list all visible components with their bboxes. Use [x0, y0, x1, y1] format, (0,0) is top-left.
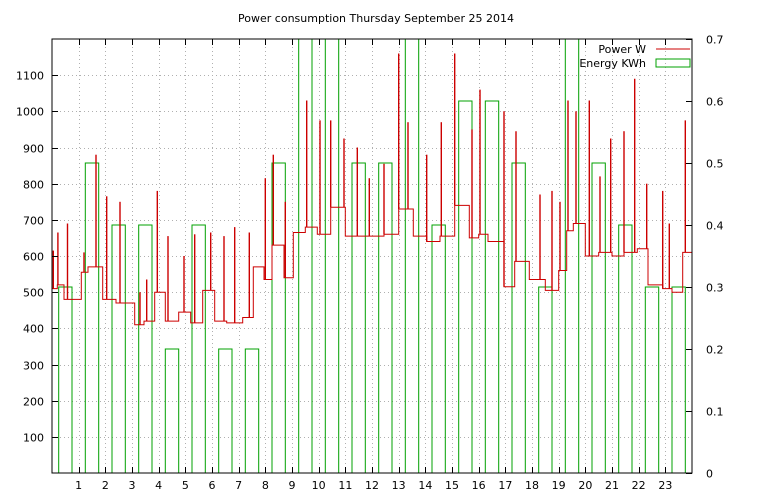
x-tick-label: 3	[129, 479, 136, 492]
x-tick-label: 19	[552, 479, 566, 492]
power-series	[52, 53, 692, 326]
y-tick-label-right: 0.4	[706, 220, 724, 233]
legend-label-power: Power W	[598, 43, 646, 56]
energy-bar	[351, 162, 366, 473]
energy-bar	[591, 162, 606, 473]
y-tick-label-left: 200	[23, 396, 44, 409]
legend: Power W Energy KWh	[579, 43, 691, 70]
x-tick-label: 16	[472, 479, 486, 492]
energy-bar	[538, 286, 553, 473]
energy-bar	[431, 224, 446, 473]
x-tick-label: 8	[262, 479, 269, 492]
x-tick-label: 17	[498, 479, 512, 492]
energy-bar	[618, 224, 633, 473]
energy-bar	[58, 286, 73, 473]
energy-bar	[111, 224, 126, 473]
right-axis-labels: 0 0.1 0.2 0.3 0.4 0.5 0.6 0.7	[706, 34, 724, 481]
x-tick-label: 21	[605, 479, 619, 492]
energy-bars	[58, 38, 686, 473]
x-tick-label: 4	[155, 479, 162, 492]
x-tick-label: 22	[632, 479, 646, 492]
x-tick-label: 18	[525, 479, 539, 492]
y-tick-label-left: 900	[23, 143, 44, 156]
energy-bar	[191, 224, 206, 473]
axis-ticks	[52, 39, 692, 474]
x-tick-label: 9	[289, 479, 296, 492]
x-tick-label: 14	[418, 479, 432, 492]
energy-bar	[671, 286, 686, 473]
y-tick-label-left: 600	[23, 251, 44, 264]
x-tick-label: 10	[312, 479, 326, 492]
x-tick-label: 20	[578, 479, 592, 492]
x-tick-label: 6	[209, 479, 216, 492]
x-tick-label: 15	[445, 479, 459, 492]
y-tick-label-left: 300	[23, 360, 44, 373]
y-tick-label-right: 0.2	[706, 344, 724, 357]
x-tick-label: 1	[75, 479, 82, 492]
energy-bar	[84, 162, 100, 473]
energy-bar	[271, 162, 286, 473]
x-tick-label: 2	[102, 479, 109, 492]
energy-bar	[218, 348, 233, 473]
y-tick-label-right: 0	[706, 468, 713, 481]
y-tick-label-left: 100	[23, 432, 44, 445]
energy-bar	[644, 286, 660, 473]
y-tick-label-left: 1100	[16, 70, 44, 83]
x-tick-label: 23	[658, 479, 672, 492]
x-tick-label: 7	[235, 479, 242, 492]
energy-bar	[458, 100, 473, 473]
y-tick-label-right: 0.3	[706, 282, 724, 295]
y-tick-label-right: 0.5	[706, 158, 724, 171]
y-tick-label-right: 0.7	[706, 34, 724, 47]
chart-title: Power consumption Thursday September 25 …	[238, 12, 514, 25]
left-axis-labels: 100 200 300 400 500 600 700 800 900 1000 1100	[16, 70, 44, 445]
energy-bar	[378, 162, 393, 473]
y-tick-label-right: 0.6	[706, 96, 724, 109]
energy-bar	[244, 348, 260, 473]
energy-bar	[484, 100, 500, 473]
y-tick-label-left: 400	[23, 323, 44, 336]
y-tick-label-left: 800	[23, 179, 44, 192]
legend-swatch-energy	[655, 58, 691, 68]
x-axis-labels: 1 2 3 4 5 6 7 8 9 10 11 12 13 14 15 16 17 18 19 20 21 22 23	[75, 479, 672, 492]
x-tick-label: 12	[365, 479, 379, 492]
x-tick-label: 11	[338, 479, 352, 492]
x-tick-label: 5	[182, 479, 189, 492]
y-tick-label-left: 700	[23, 215, 44, 228]
y-tick-label-left: 500	[23, 287, 44, 300]
energy-bar	[138, 224, 153, 473]
x-tick-label: 13	[392, 479, 406, 492]
energy-bar	[511, 162, 526, 473]
y-tick-label-right: 0.1	[706, 406, 724, 419]
legend-label-energy: Energy KWh	[579, 57, 646, 70]
energy-bar	[164, 348, 180, 473]
y-tick-label-left: 1000	[16, 106, 44, 119]
power-step-line	[52, 204, 692, 326]
